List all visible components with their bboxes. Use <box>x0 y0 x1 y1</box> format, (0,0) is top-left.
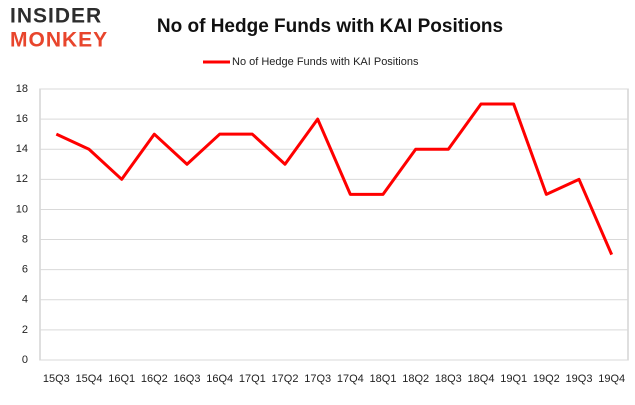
chart-title: No of Hedge Funds with KAI Positions <box>157 16 503 37</box>
y-tick-label: 18 <box>16 83 28 95</box>
x-tick-label: 15Q3 <box>43 373 70 385</box>
x-tick-label: 18Q1 <box>370 373 397 385</box>
x-tick-label: 19Q1 <box>500 373 527 385</box>
x-tick-label: 18Q3 <box>435 373 462 385</box>
x-tick-label: 16Q3 <box>174 373 201 385</box>
logo-line1: INSIDER <box>10 5 102 28</box>
logo-line2: MONKEY <box>10 29 108 52</box>
y-tick-label: 8 <box>22 233 28 245</box>
y-tick-label: 0 <box>22 354 28 366</box>
x-tick-label: 16Q2 <box>141 373 168 385</box>
y-tick-label: 10 <box>16 203 28 215</box>
y-tick-label: 4 <box>22 294 28 306</box>
x-tick-label: 17Q3 <box>304 373 331 385</box>
y-tick-label: 14 <box>16 143 28 155</box>
x-tick-label: 16Q1 <box>108 373 135 385</box>
x-tick-label: 19Q3 <box>566 373 593 385</box>
x-tick-label: 17Q2 <box>272 373 299 385</box>
x-tick-label: 17Q4 <box>337 373 364 385</box>
x-tick-label: 17Q1 <box>239 373 266 385</box>
y-tick-label: 12 <box>16 173 28 185</box>
plot-area <box>39 88 629 361</box>
x-tick-label: 16Q4 <box>206 373 233 385</box>
y-tick-label: 6 <box>22 264 28 276</box>
legend-label: No of Hedge Funds with KAI Positions <box>232 56 419 68</box>
x-tick-label: 19Q4 <box>598 373 625 385</box>
y-tick-label: 16 <box>16 113 28 125</box>
x-tick-label: 19Q2 <box>533 373 560 385</box>
x-tick-label: 18Q2 <box>402 373 429 385</box>
x-tick-label: 18Q4 <box>468 373 495 385</box>
y-tick-label: 2 <box>22 324 28 336</box>
x-tick-label: 15Q4 <box>76 373 103 385</box>
data-line <box>55 102 614 256</box>
